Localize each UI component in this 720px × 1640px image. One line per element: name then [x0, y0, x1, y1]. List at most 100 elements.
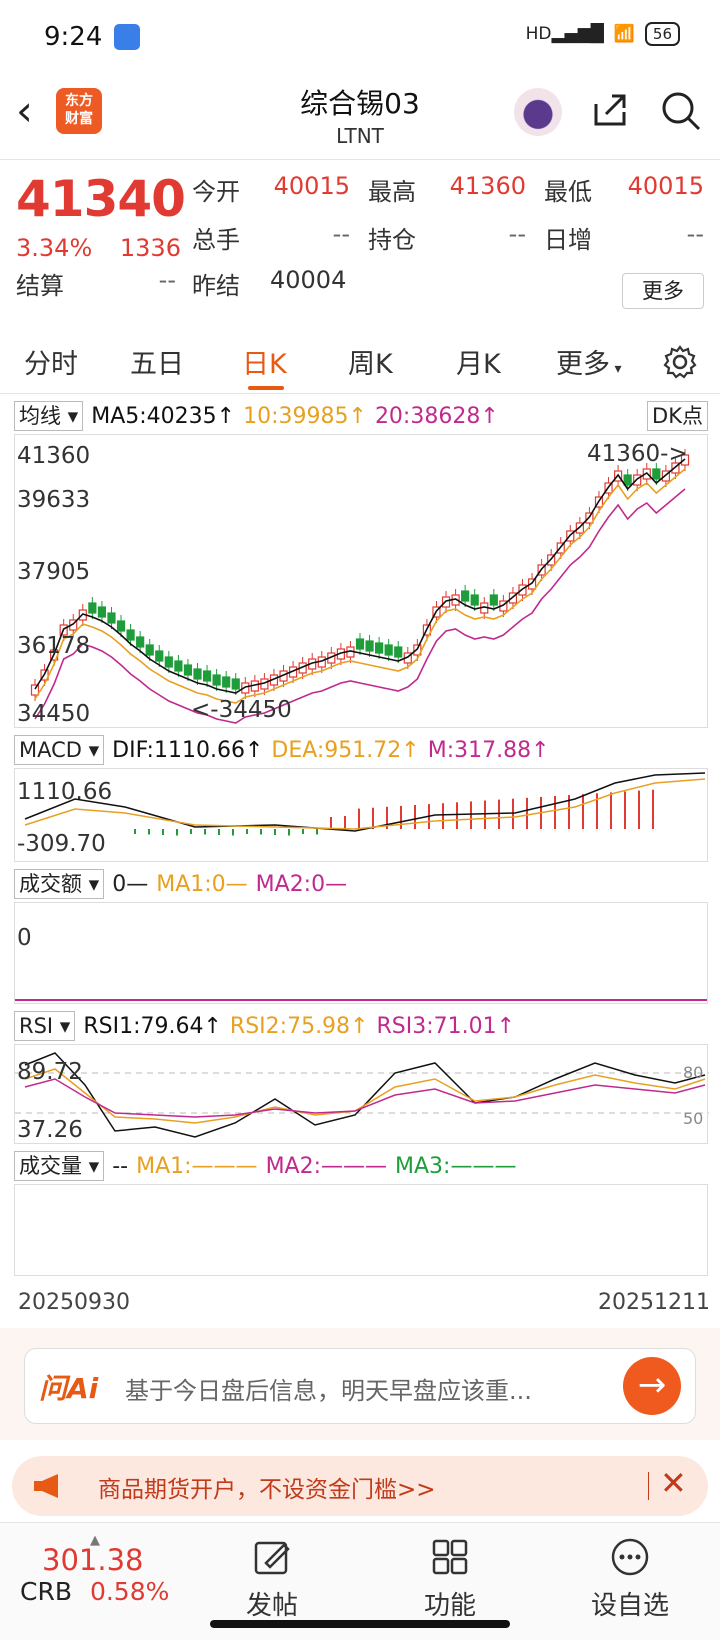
ask-ai-box[interactable]: 问Ai 基于今日盘后信息，明天早盘应该重... →: [24, 1348, 696, 1424]
period-tabs: 分时 五日 日K 周K 月K 更多 ▾: [0, 330, 720, 394]
candle-body: [88, 602, 97, 614]
m-value: M:317.88↑: [427, 737, 550, 763]
candle-body: [222, 676, 231, 688]
turnover-y-label: 0: [17, 925, 32, 951]
prev-settlement-label: 昨结: [192, 272, 240, 300]
ma10-value: 10:39985↑: [243, 403, 367, 429]
volume-selector[interactable]: 成交量 ▾: [14, 1151, 105, 1181]
macd-selector[interactable]: MACD ▾: [14, 735, 105, 765]
tab-more[interactable]: 更多 ▾: [556, 349, 622, 380]
rsi1-value: RSI1:79.64↑: [83, 1013, 222, 1039]
turnover-selector[interactable]: 成交额 ▾: [14, 869, 105, 899]
settings-gear-icon[interactable]: [662, 344, 698, 380]
ask-ai-send-button[interactable]: →: [623, 1357, 681, 1415]
settlement-value: --: [158, 266, 176, 294]
candle-body: [212, 674, 221, 686]
grid-icon: [432, 1539, 468, 1575]
candle-body: [164, 656, 173, 668]
daily-change-value: --: [686, 220, 704, 248]
ma-selector[interactable]: 均线 ▾: [14, 401, 84, 431]
turnover-value: 0—: [112, 871, 149, 897]
back-icon[interactable]: ‹: [16, 86, 33, 135]
turnover-ma1: MA1:0—: [156, 871, 248, 897]
open-interest-label: 持仓: [368, 226, 416, 254]
macd-svg: [24, 772, 706, 836]
close-icon[interactable]: ✕: [660, 1464, 687, 1502]
more-button[interactable]: 更多: [622, 273, 704, 309]
promo-banner[interactable]: 商品期货开户，不设资金门槛>> ✕: [12, 1456, 708, 1516]
candle-body: [126, 629, 135, 641]
y-label-1: 41360: [17, 443, 91, 469]
rsi3-value: RSI3:71.01↑: [376, 1013, 516, 1039]
ma20-value: 20:38628↑: [374, 403, 499, 429]
page-subtitle: LTNT: [336, 124, 384, 148]
low-annotation: <-34450: [191, 697, 292, 723]
crb-pct: 0.58%: [89, 1577, 170, 1606]
kline-chart[interactable]: 41360 39633 37905 36178 34450 41360-> <-…: [14, 434, 708, 728]
candle-body: [394, 646, 403, 658]
tab-monthly-k[interactable]: 月K: [456, 349, 501, 380]
turnover-ma2: MA2:0—: [255, 871, 348, 897]
dea-line: [24, 778, 706, 830]
candle-body: [384, 644, 393, 656]
header: ‹ 东方 财富 综合锡03 LTNT: [0, 76, 720, 160]
rsi-chart[interactable]: 89.72 37.26 80 50: [14, 1044, 709, 1144]
status-bar: 9:24 HD▂▄▆█ 📶 56: [0, 0, 720, 76]
macd-y-top: 1110.66: [17, 779, 113, 805]
volume-label: 总手: [192, 226, 240, 254]
nav-add-watchlist[interactable]: 设自选: [570, 1537, 690, 1622]
turnover-ma-line: [15, 999, 707, 1001]
rsi2-line: [24, 1068, 706, 1124]
crb-index[interactable]: ▲ 301.38 CRB 0.58%: [20, 1533, 190, 1606]
nav-post[interactable]: 发帖: [212, 1537, 332, 1622]
candle-body: [145, 644, 154, 656]
candle-body: [375, 642, 384, 654]
candle-body: [116, 620, 126, 632]
home-indicator: [210, 1620, 510, 1628]
change-pct: 3.34%: [16, 234, 93, 262]
dif-line: [24, 772, 706, 832]
ma5-line: [34, 458, 686, 694]
kline-svg: [30, 449, 690, 724]
volume-ma2: MA2:———: [265, 1153, 388, 1179]
tab-active-indicator: [248, 386, 284, 390]
ma5-value: MA5:40235↑: [91, 403, 236, 429]
y-label-3: 37905: [17, 559, 91, 585]
nav-functions[interactable]: 功能: [390, 1537, 510, 1622]
date-start: 20250930: [18, 1290, 130, 1315]
turnover-chart[interactable]: 0: [14, 902, 708, 1004]
macd-indicator-bar: MACD ▾ DIF:1110.66↑ DEA:951.72↑ M:317.88…: [14, 734, 708, 766]
wifi-icon: 📶: [613, 24, 635, 44]
megaphone-icon: [34, 1474, 58, 1498]
ai-robot-icon[interactable]: [514, 88, 562, 136]
rsi-selector[interactable]: RSI ▾: [14, 1011, 76, 1041]
high-label: 最高: [368, 178, 416, 206]
ma10-line: [34, 468, 686, 704]
candle-body: [470, 594, 479, 606]
page-title: 综合锡03: [300, 87, 420, 120]
candle-body: [365, 640, 374, 652]
volume-chart[interactable]: [14, 1184, 708, 1276]
y-label-4: 36178: [17, 633, 91, 659]
tab-intraday[interactable]: 分时: [24, 349, 78, 380]
ask-ai-logo: 问Ai: [39, 1372, 99, 1405]
ask-ai-input[interactable]: 基于今日盘后信息，明天早盘应该重...: [125, 1377, 532, 1405]
share-icon[interactable]: [590, 90, 630, 130]
candle-body: [97, 606, 107, 618]
tab-weekly-k[interactable]: 周K: [348, 349, 393, 380]
rsi-ref-80: 80: [683, 1063, 704, 1082]
edit-icon: [254, 1541, 290, 1575]
rsi1-line: [24, 1052, 706, 1138]
macd-chart[interactable]: 1110.66 -309.70: [14, 768, 708, 862]
volume-value: --: [332, 220, 350, 248]
tab-five-day[interactable]: 五日: [130, 349, 184, 380]
search-icon[interactable]: [660, 90, 702, 132]
open-label: 今开: [192, 178, 240, 206]
dk-point-button[interactable]: DK点: [647, 401, 708, 431]
tab-daily-k[interactable]: 日K: [242, 349, 287, 380]
volume-ma3: MA3:———: [395, 1153, 517, 1179]
promo-text: 商品期货开户，不设资金门槛>>: [98, 1477, 436, 1503]
candle-body: [107, 612, 116, 624]
crb-value: 301.38: [42, 1543, 144, 1577]
volume-ma1: MA1:———: [136, 1153, 258, 1179]
